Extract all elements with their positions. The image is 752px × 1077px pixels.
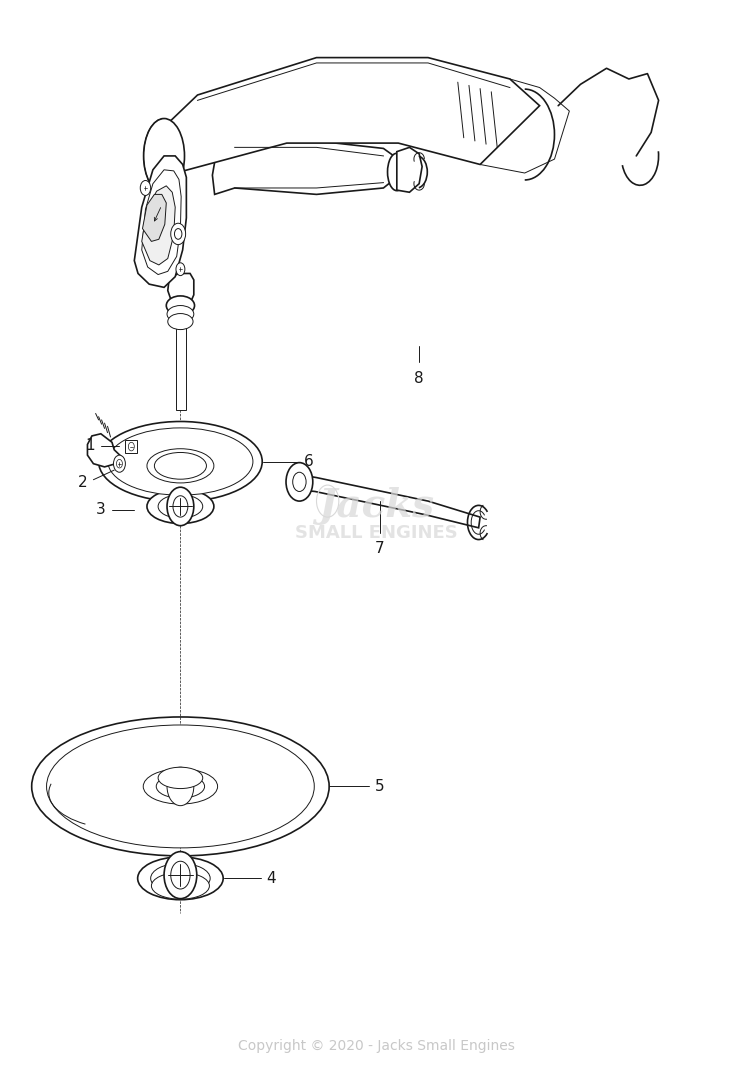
Circle shape <box>174 228 182 239</box>
Circle shape <box>129 443 135 451</box>
Ellipse shape <box>150 864 210 893</box>
Polygon shape <box>480 79 569 173</box>
Text: 8: 8 <box>414 370 424 386</box>
Circle shape <box>176 263 185 276</box>
Ellipse shape <box>154 452 207 479</box>
Text: SMALL ENGINES: SMALL ENGINES <box>295 524 457 542</box>
Circle shape <box>171 223 186 244</box>
Ellipse shape <box>387 153 406 191</box>
Text: Copyright © 2020 - Jacks Small Engines: Copyright © 2020 - Jacks Small Engines <box>238 1039 514 1053</box>
Circle shape <box>173 495 188 517</box>
Text: 4: 4 <box>267 871 276 886</box>
Text: Jacks: Jacks <box>318 488 434 526</box>
Text: 7: 7 <box>375 541 384 556</box>
Ellipse shape <box>32 717 329 856</box>
Polygon shape <box>141 186 175 265</box>
Circle shape <box>117 460 123 468</box>
Text: 5: 5 <box>374 779 384 794</box>
Ellipse shape <box>156 774 205 798</box>
Ellipse shape <box>47 725 314 848</box>
Ellipse shape <box>144 118 184 193</box>
Bar <box>126 440 138 453</box>
Circle shape <box>167 487 194 526</box>
Ellipse shape <box>99 421 262 502</box>
Ellipse shape <box>143 769 217 805</box>
Text: 3: 3 <box>96 502 106 517</box>
Ellipse shape <box>158 767 203 788</box>
Polygon shape <box>87 434 123 467</box>
Polygon shape <box>168 274 194 306</box>
Polygon shape <box>397 148 422 193</box>
Circle shape <box>293 472 306 491</box>
Polygon shape <box>141 170 181 275</box>
Ellipse shape <box>166 296 195 316</box>
Polygon shape <box>142 194 166 241</box>
Polygon shape <box>135 156 186 288</box>
Circle shape <box>141 181 150 195</box>
Ellipse shape <box>167 306 194 323</box>
Polygon shape <box>153 57 540 176</box>
Polygon shape <box>176 325 186 410</box>
Ellipse shape <box>158 494 203 518</box>
Polygon shape <box>212 141 399 194</box>
Text: 6: 6 <box>304 454 314 470</box>
Ellipse shape <box>138 857 223 899</box>
Circle shape <box>164 852 197 898</box>
Ellipse shape <box>147 489 214 523</box>
Text: 2: 2 <box>78 475 87 490</box>
Circle shape <box>171 862 190 889</box>
Circle shape <box>167 767 194 806</box>
Ellipse shape <box>168 313 193 330</box>
Circle shape <box>114 456 126 472</box>
Circle shape <box>286 463 313 501</box>
Ellipse shape <box>108 428 253 495</box>
Polygon shape <box>294 474 480 528</box>
Ellipse shape <box>147 449 214 482</box>
Ellipse shape <box>151 872 209 899</box>
Text: 1: 1 <box>85 438 95 453</box>
